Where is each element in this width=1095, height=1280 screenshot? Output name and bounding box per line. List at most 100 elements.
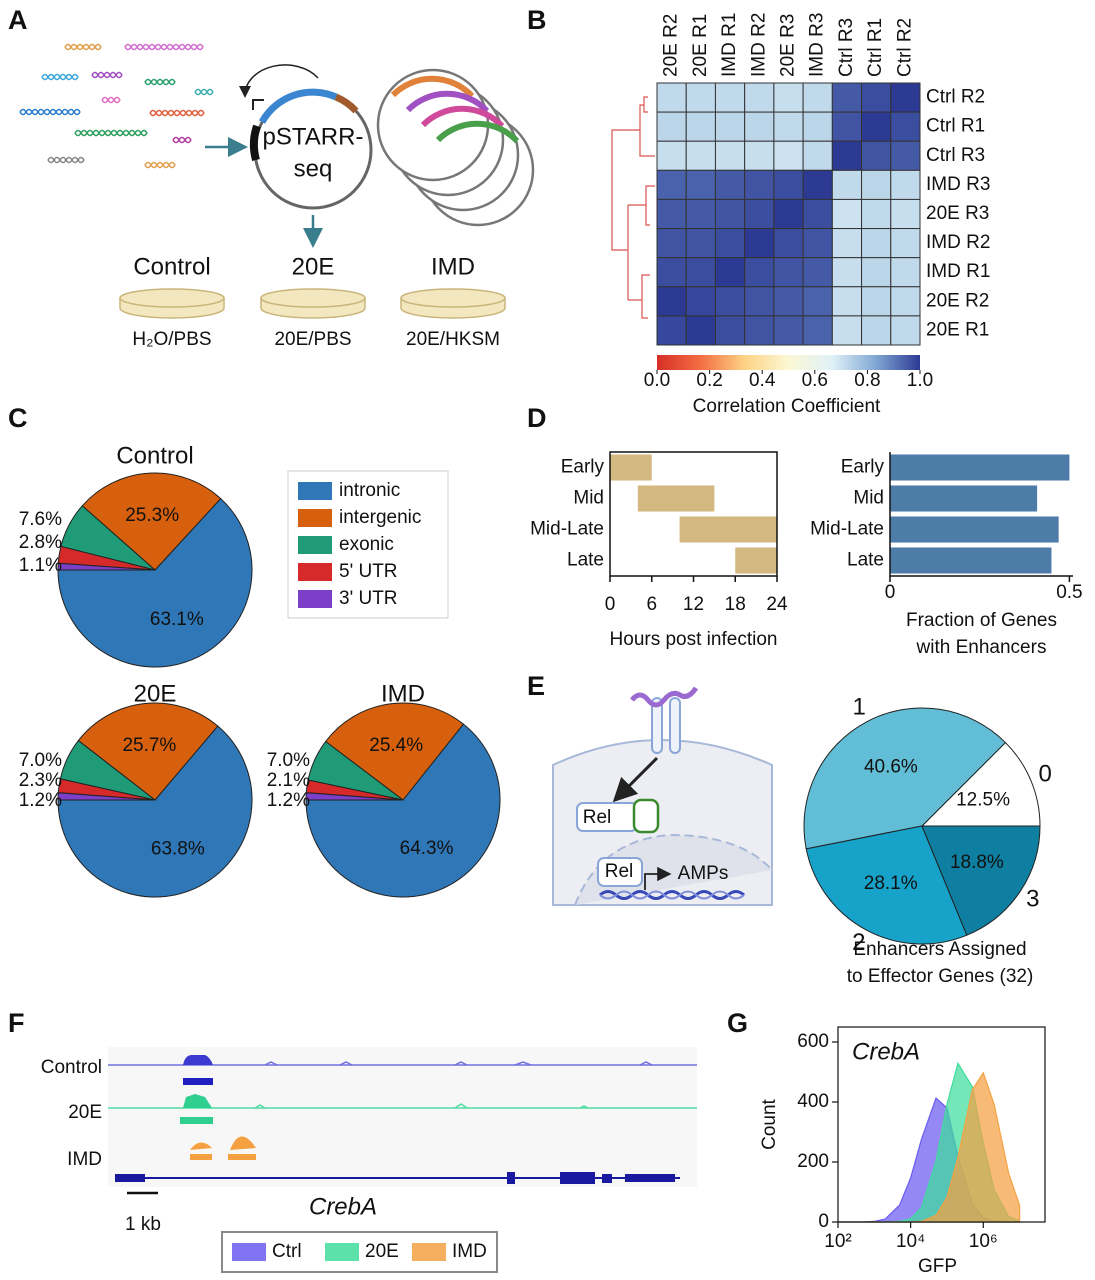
diagram-label: AMPs	[678, 863, 729, 884]
diagram-label: Rel	[583, 807, 612, 828]
dna	[599, 890, 745, 900]
dna-fragment	[144, 78, 176, 86]
x-tick-label: 24	[766, 594, 788, 615]
receptor	[669, 697, 681, 754]
legend-label: intronic	[339, 480, 400, 501]
value-label: 64.3%	[400, 838, 454, 859]
enhancer-call	[180, 1117, 213, 1124]
y-tick-label: 400	[797, 1091, 829, 1112]
value-label: 25.3%	[125, 505, 179, 526]
heatmap-cell	[802, 286, 833, 317]
y-tick-label: 200	[797, 1151, 829, 1172]
category-label: Late	[847, 550, 884, 571]
column-label: Ctrl R1	[865, 18, 886, 77]
heatmap-cell	[890, 315, 921, 346]
peak	[190, 1142, 212, 1150]
colorbar-tick-label: 0.6	[802, 370, 828, 391]
legend-swatch	[298, 563, 332, 581]
heatmap-cell	[802, 111, 833, 142]
scale-label: 1 kb	[125, 1214, 161, 1235]
legend-swatch	[298, 536, 332, 554]
dna-fragment	[172, 136, 192, 144]
dna-fragments	[19, 43, 214, 169]
panel-label: G	[727, 1008, 748, 1038]
diagram-label: Rel	[605, 861, 634, 882]
condition: 20E	[292, 253, 335, 280]
heatmap-cell	[890, 228, 921, 259]
value-label: 1.2%	[267, 790, 310, 811]
category-label: Early	[841, 457, 885, 478]
legend-swatch	[412, 1243, 446, 1261]
x-axis-label: Fraction of Genes	[906, 610, 1057, 631]
pie-slice	[324, 702, 465, 801]
peak	[183, 1055, 213, 1065]
heatmap-cell	[890, 257, 921, 288]
heatmap-cell	[714, 315, 746, 346]
x-tick-label: 12	[683, 594, 704, 615]
arrow	[612, 756, 659, 803]
chart-title: Control	[116, 442, 193, 469]
track-label: 20E	[68, 1102, 102, 1123]
heatmap-cell	[744, 198, 775, 230]
heatmap-cell	[773, 198, 804, 230]
row-label: Ctrl R2	[926, 87, 985, 108]
heatmap-cell	[685, 315, 716, 346]
x-axis-label: GFP	[918, 1256, 957, 1277]
legend-swatch	[298, 509, 332, 527]
value-label: 2.3%	[19, 770, 62, 791]
bar	[890, 516, 1059, 543]
insert	[390, 75, 475, 99]
heatmap-cell	[685, 169, 716, 200]
dna-fragment	[101, 96, 121, 104]
dna-fragment	[194, 88, 214, 96]
heatmap-cell	[773, 140, 804, 171]
heatmap-cell	[656, 228, 687, 259]
heatmap-cell	[685, 228, 716, 259]
column-label: 20E R1	[690, 14, 711, 77]
heatmap-cell	[714, 111, 746, 142]
x-tick-label: 0.5	[1056, 582, 1082, 603]
heatmap-cell	[861, 257, 892, 288]
value-label: 7.6%	[19, 509, 62, 530]
legend-label: intergenic	[339, 507, 421, 528]
bar	[610, 454, 652, 481]
colorbar-tick-label: 0.8	[854, 370, 880, 391]
pie-slice	[57, 725, 253, 898]
plasmid-library	[376, 68, 535, 227]
dna-fragment	[149, 109, 205, 117]
condition: Control	[133, 253, 210, 280]
enhancer-call	[228, 1154, 256, 1160]
row-label: Ctrl R1	[926, 116, 985, 137]
chart-title: to Effector Genes (32)	[847, 966, 1034, 987]
pie-slice	[921, 825, 1041, 936]
treatment: H₂O/PBS	[132, 329, 211, 350]
pie-slice	[805, 825, 968, 945]
legend-label: IMD	[452, 1241, 487, 1262]
heatmap-cell	[714, 169, 746, 200]
heatmap-cell	[861, 82, 892, 113]
x-tick-label: 18	[725, 594, 746, 615]
row-label: Ctrl R3	[926, 145, 985, 166]
heatmap-cell	[773, 111, 804, 142]
pie-slice	[803, 707, 1007, 850]
dna-fragment	[144, 161, 176, 169]
heatmap-cell	[802, 257, 833, 288]
legend-frame	[221, 1231, 498, 1273]
dna-fragment	[41, 73, 79, 81]
heatmap-cell	[861, 315, 892, 346]
pie-slice	[305, 723, 501, 898]
peak	[230, 1136, 256, 1150]
value-label: 25.4%	[369, 735, 423, 756]
x-tick-label: 10⁶	[969, 1231, 998, 1252]
x-axis-label: Hours post infection	[610, 629, 778, 650]
chart-title: Enhancers Assigned	[853, 939, 1026, 960]
dna-fragment	[91, 71, 123, 79]
column-label: IMD R1	[719, 13, 740, 77]
heatmap-cell	[861, 228, 892, 259]
heatmap-cell	[685, 257, 716, 288]
heatmap-cell	[656, 140, 687, 171]
x-tick-label: 10⁴	[896, 1231, 925, 1252]
heatmap-cell	[861, 140, 892, 171]
heatmap-cell	[744, 140, 775, 171]
category-label: 0	[1039, 760, 1052, 787]
